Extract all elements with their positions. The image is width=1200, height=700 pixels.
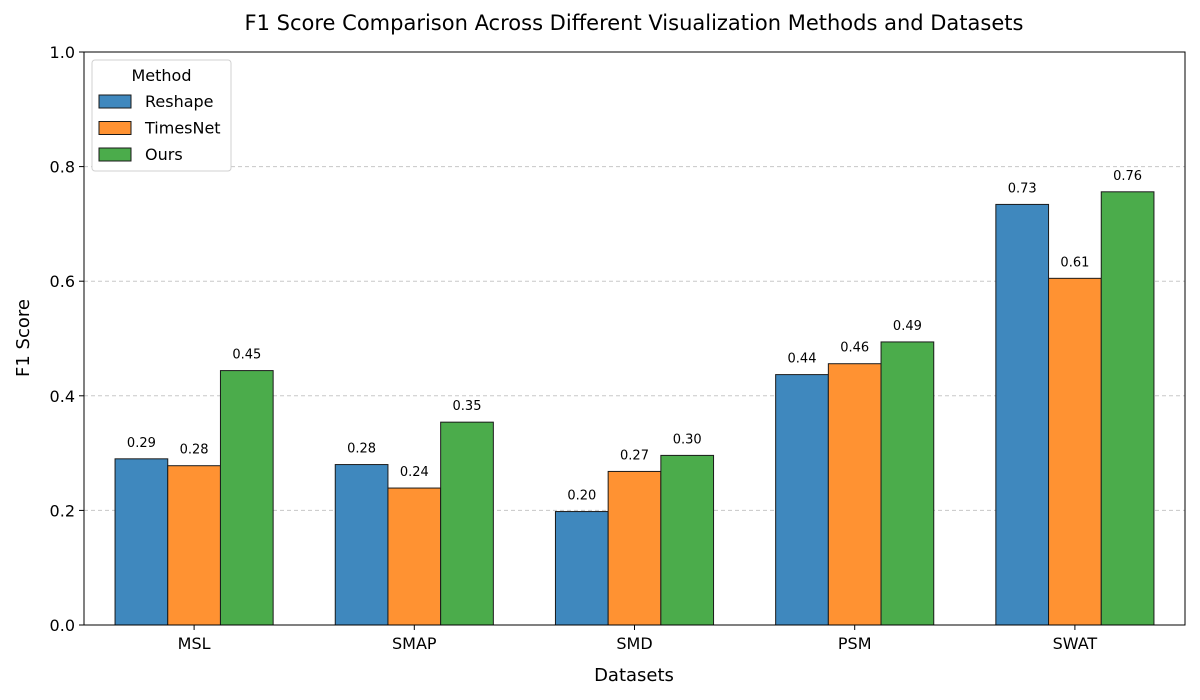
data-label-ours-smap: 0.35 [453,399,482,414]
bar-timesnet-swat [1048,277,1102,626]
bar-ours-psm [880,341,935,626]
x-tick-label: PSM [838,634,872,653]
legend-label-ours: Ours [145,145,183,164]
bar-reshape-smd [554,511,609,626]
y-tick-label: 1.0 [50,43,75,62]
legend-swatch-ours [98,147,132,162]
x-tick-label: MSL [178,634,211,653]
bar-ours-msl [219,370,274,626]
y-tick-label: 0.4 [50,387,75,406]
data-label-timesnet-msl: 0.28 [180,443,209,458]
x-tick-label: SWAT [1053,634,1098,653]
data-label-timesnet-smap: 0.24 [400,465,429,480]
plot-frame [83,51,1186,626]
bar-ours-smap [440,421,494,626]
data-label-reshape-msl: 0.29 [127,436,156,451]
data-label-ours-psm: 0.49 [893,319,922,334]
bar-timesnet-msl [167,465,221,626]
legend-label-timesnet: TimesNet [144,119,221,138]
bar-reshape-swat [995,203,1050,626]
bar-timesnet-smd [607,470,662,626]
data-label-ours-msl: 0.45 [232,348,261,363]
data-label-ours-smd: 0.30 [673,432,702,447]
bar-reshape-psm [775,374,829,626]
bar-ours-smd [660,454,715,626]
bar-timesnet-smap [387,487,442,626]
data-label-timesnet-smd: 0.27 [620,448,649,463]
x-tick-label: SMAP [392,634,437,653]
y-tick-label: 0.8 [50,158,75,177]
chart-title: F1 Score Comparison Across Different Vis… [245,11,1024,35]
bar-ours-swat [1100,191,1155,626]
legend: Method Reshape TimesNet Ours [91,59,232,172]
x-tick-label: SMD [616,634,652,653]
data-label-timesnet-psm: 0.46 [840,341,869,356]
x-axis-label: Datasets [594,665,674,686]
legend-swatch-reshape [98,94,132,109]
data-label-reshape-swat: 0.73 [1008,181,1037,196]
y-tick-label: 0.6 [50,272,75,291]
legend-swatch-timesnet [98,121,132,135]
bar-timesnet-psm [827,363,882,626]
bar-reshape-msl [114,458,169,626]
data-label-reshape-smd: 0.20 [567,489,596,504]
y-tick-label: 0.0 [50,616,75,635]
data-label-ours-swat: 0.76 [1113,169,1142,184]
data-label-reshape-smap: 0.28 [347,442,376,457]
legend-label-reshape: Reshape [145,92,214,111]
bar-reshape-smap [334,464,389,626]
legend-title: Method [131,66,191,85]
data-label-timesnet-swat: 0.61 [1060,255,1089,270]
legend-box [91,59,232,172]
y-axis-label: F1 Score [13,299,34,377]
y-tick-label: 0.2 [50,501,75,520]
axes-layer: 0.0 0.2 0.4 0.6 0.8 1.0 MSL SMAP SMD PSM SWAT [50,43,1186,653]
bar-layer: 0.29 0.28 0.45 0.28 0.24 0.35 0.20 0.27 0.30 0.44… [114,169,1155,626]
data-label-reshape-psm: 0.44 [788,352,817,367]
